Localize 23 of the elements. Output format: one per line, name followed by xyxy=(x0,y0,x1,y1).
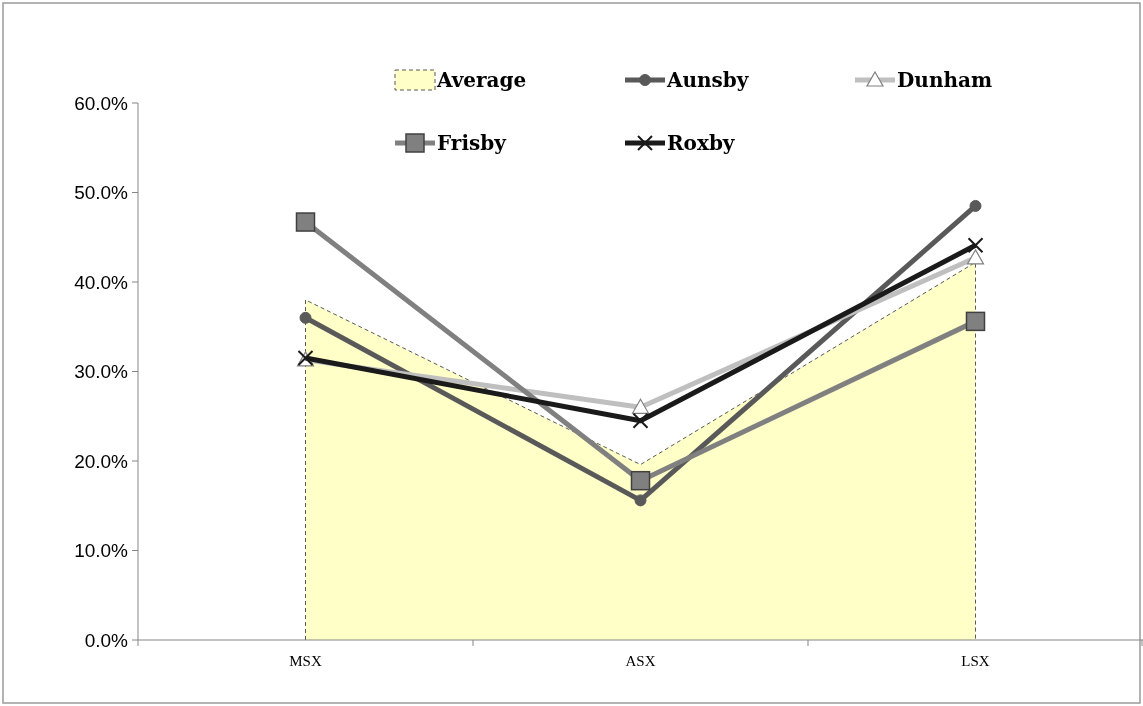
point xyxy=(299,311,312,324)
point xyxy=(630,470,651,491)
point xyxy=(632,412,649,429)
legend-label: Roxby xyxy=(667,131,736,155)
point xyxy=(969,199,982,212)
point xyxy=(295,212,316,232)
y-tick-label: 10.0% xyxy=(74,540,129,562)
y-tick-label: 30.0% xyxy=(74,361,129,383)
legend-label: Frisby xyxy=(437,131,508,155)
y-tick-label: 40.0% xyxy=(74,271,129,293)
legend-label: Aunsby xyxy=(666,68,750,92)
y-tick-label: 50.0% xyxy=(74,182,129,204)
y-tick-label: 20.0% xyxy=(74,450,129,472)
legend-label: Dunham xyxy=(897,68,993,92)
point xyxy=(967,237,984,254)
y-tick-label: 0.0% xyxy=(84,629,129,651)
y-tick-label: 60.0% xyxy=(74,92,129,114)
point xyxy=(634,494,647,507)
legend-label: Average xyxy=(436,68,527,92)
x-tick-label: LSX xyxy=(961,653,990,669)
x-tick-label: ASX xyxy=(625,653,656,669)
x-tick-label: MSX xyxy=(289,653,322,669)
point xyxy=(965,311,986,332)
